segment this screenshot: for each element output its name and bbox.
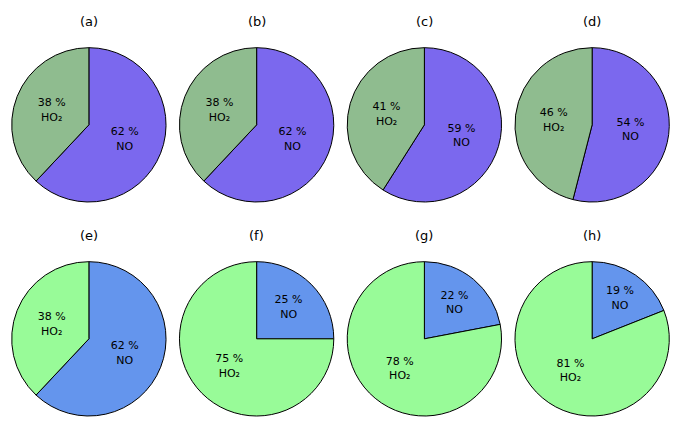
svg-text:38 %HO₂: 38 %HO₂: [38, 310, 66, 337]
svg-text:59 %NO: 59 %NO: [447, 122, 475, 149]
svg-text:78 %HO₂: 78 %HO₂: [386, 355, 414, 382]
svg-text:62 %NO: 62 %NO: [279, 125, 307, 152]
svg-text:(b): (b): [248, 14, 266, 29]
svg-text:22 %NO: 22 %NO: [440, 289, 468, 316]
svg-text:38 %HO₂: 38 %HO₂: [38, 96, 66, 123]
svg-text:75 %HO₂: 75 %HO₂: [215, 352, 243, 379]
svg-text:(c): (c): [416, 14, 433, 29]
svg-text:(a): (a): [80, 14, 98, 29]
svg-text:46 %HO₂: 46 %HO₂: [540, 106, 568, 133]
svg-text:38 %HO₂: 38 %HO₂: [205, 96, 233, 123]
svg-text:81 %HO₂: 81 %HO₂: [556, 357, 584, 384]
svg-text:25 %NO: 25 %NO: [275, 293, 303, 320]
svg-text:(d): (d): [583, 14, 601, 29]
svg-text:(h): (h): [583, 228, 601, 243]
svg-text:62 %NO: 62 %NO: [111, 339, 139, 366]
svg-text:41 %HO₂: 41 %HO₂: [373, 100, 401, 127]
svg-text:54 %NO: 54 %NO: [616, 116, 644, 143]
svg-text:(e): (e): [80, 228, 98, 243]
svg-text:(g): (g): [415, 228, 433, 243]
svg-text:62 %NO: 62 %NO: [111, 125, 139, 152]
svg-text:(f): (f): [249, 228, 264, 243]
svg-text:19 %NO: 19 %NO: [606, 284, 634, 311]
